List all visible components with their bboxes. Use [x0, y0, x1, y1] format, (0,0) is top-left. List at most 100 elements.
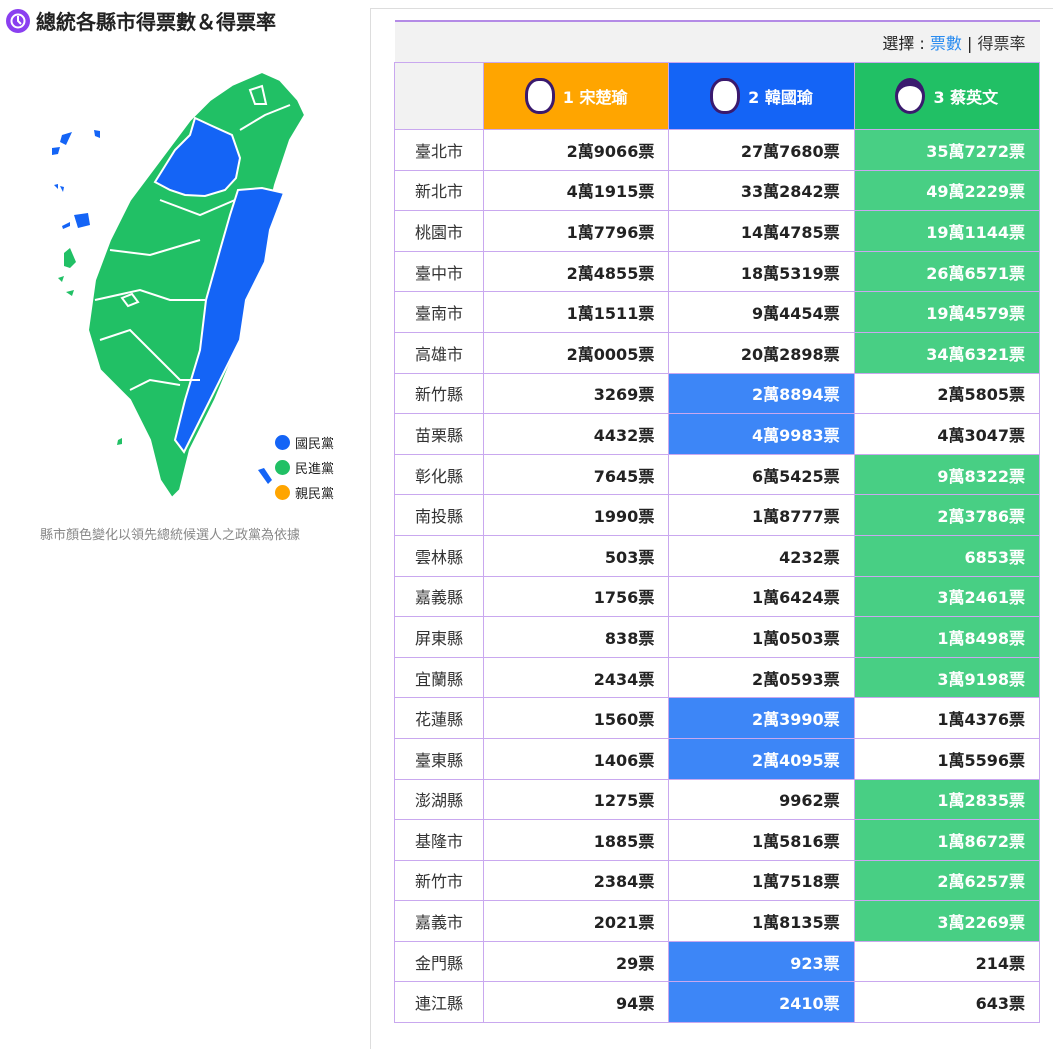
vote-count-cell: 1萬7518票: [668, 859, 855, 902]
county-name: 連江縣: [394, 981, 484, 1024]
rate-toggle[interactable]: 得票率: [977, 34, 1026, 53]
vote-count-cell: 503票: [482, 534, 670, 577]
county-name: 臺中市: [394, 250, 484, 293]
candidate-name: 2 韓國瑜: [748, 88, 813, 107]
county-name: 屏東縣: [394, 616, 484, 658]
results-panel: [370, 8, 1053, 1049]
table-row: 新北市 4萬1915票 33萬2842票 49萬2229票: [394, 169, 1041, 212]
soong-avatar-icon: [524, 78, 555, 114]
selector-separator: |: [967, 34, 973, 53]
vote-count-cell: 2萬0005票: [482, 331, 670, 374]
table-row: 雲林縣 503票 4232票 6853票: [394, 534, 1041, 577]
header-blank: [394, 62, 484, 130]
vote-count-cell: 1756票: [482, 575, 670, 618]
vote-count-cell: 3萬2461票: [853, 575, 1041, 618]
vote-count-cell: 1萬7796票: [482, 210, 670, 252]
vote-count-cell: 2410票: [668, 981, 855, 1024]
county-name: 澎湖縣: [394, 778, 484, 821]
vote-count-cell: 4萬3047票: [853, 413, 1041, 455]
vote-count-cell: 1萬0503票: [668, 616, 855, 658]
vote-count-cell: 3萬9198票: [853, 656, 1041, 699]
vote-count-cell: 7645票: [482, 453, 670, 496]
vote-count-cell: 9萬4454票: [668, 291, 855, 333]
table-row: 連江縣 94票 2410票 643票: [394, 981, 1041, 1024]
legend-dot: [275, 460, 290, 475]
vote-count-cell: 3萬2269票: [853, 900, 1041, 942]
vote-count-cell: 1990票: [482, 494, 670, 536]
tsai-avatar-icon: [895, 78, 926, 114]
vote-count-cell: 34萬6321票: [853, 331, 1041, 374]
county-name: 基隆市: [394, 819, 484, 861]
table-row: 桃園市 1萬7796票 14萬4785票 19萬1144票: [394, 210, 1041, 252]
vote-count-cell: 1萬1511票: [482, 291, 670, 333]
votes-toggle[interactable]: 票數: [929, 34, 962, 53]
table-row: 花蓮縣 1560票 2萬3990票 1萬4376票: [394, 697, 1041, 739]
vote-count-cell: 35萬7272票: [853, 129, 1041, 171]
map-legend: 國民黨 民進黨 親民黨: [275, 430, 334, 505]
vote-count-cell: 1萬5816票: [668, 819, 855, 861]
vote-count-cell: 923票: [668, 940, 855, 983]
vote-count-cell: 33萬2842票: [668, 169, 855, 212]
vote-count-cell: 49萬2229票: [853, 169, 1041, 212]
legend-dot: [275, 485, 290, 500]
legend-dot: [275, 435, 290, 450]
vote-count-cell: 26萬6571票: [853, 250, 1041, 293]
county-name: 雲林縣: [394, 534, 484, 577]
vote-count-cell: 2萬4095票: [668, 737, 855, 780]
vote-count-cell: 29票: [482, 940, 670, 983]
table-row: 臺中市 2萬4855票 18萬5319票 26萬6571票: [394, 250, 1041, 293]
legend-item-dpp: 民進黨: [275, 455, 334, 480]
table-row: 金門縣 29票 923票 214票: [394, 940, 1041, 983]
candidate-header-han: 2 韓國瑜: [668, 62, 855, 130]
legend-item-kmt: 國民黨: [275, 430, 334, 455]
county-name: 新竹市: [394, 859, 484, 902]
vote-count-cell: 838票: [482, 616, 670, 658]
map-note: 縣市顏色變化以領先總統候選人之政黨為依據: [40, 528, 301, 543]
vote-count-cell: 2434票: [482, 656, 670, 699]
vote-count-cell: 643票: [853, 981, 1041, 1024]
map-outlying-islands-green: [58, 248, 122, 445]
vote-count-cell: 27萬7680票: [668, 129, 855, 171]
vote-count-cell: 4萬1915票: [482, 169, 670, 212]
map-island-green: [86, 70, 307, 500]
county-name: 新竹縣: [394, 372, 484, 415]
selector-cell: 選擇 : 票數 | 得票率: [394, 20, 1040, 63]
legend-label: 親民黨: [295, 487, 335, 502]
table-row: 嘉義市 2021票 1萬8135票 3萬2269票: [394, 900, 1041, 942]
table-row: 臺南市 1萬1511票 9萬4454票 19萬4579票: [394, 291, 1041, 333]
county-name: 嘉義市: [394, 900, 484, 942]
vote-count-cell: 19萬1144票: [853, 210, 1041, 252]
vote-count-cell: 1萬8777票: [668, 494, 855, 536]
title-text: 總統各縣市得票數＆得票率: [36, 10, 276, 34]
county-name: 苗栗縣: [394, 413, 484, 455]
table-row: 苗栗縣 4432票 4萬9983票 4萬3047票: [394, 413, 1041, 455]
county-name: 新北市: [394, 169, 484, 212]
table-row: 臺北市 2萬9066票 27萬7680票 35萬7272票: [394, 129, 1041, 171]
table-row: 屏東縣 838票 1萬0503票 1萬8498票: [394, 616, 1041, 658]
county-name: 臺東縣: [394, 737, 484, 780]
vote-count-cell: 1萬2835票: [853, 778, 1041, 821]
vote-count-cell: 4萬9983票: [668, 413, 855, 455]
vote-count-cell: 2萬4855票: [482, 250, 670, 293]
table-row: 宜蘭縣 2434票 2萬0593票 3萬9198票: [394, 656, 1041, 699]
vote-count-cell: 4232票: [668, 534, 855, 577]
vote-count-cell: 1萬8135票: [668, 900, 855, 942]
vote-count-cell: 1275票: [482, 778, 670, 821]
vote-count-cell: 2萬0593票: [668, 656, 855, 699]
vote-count-cell: 1萬5596票: [853, 737, 1041, 780]
table-row: 臺東縣 1406票 2萬4095票 1萬5596票: [394, 737, 1041, 780]
vote-count-cell: 94票: [482, 981, 670, 1024]
county-name: 彰化縣: [394, 453, 484, 496]
vote-count-cell: 1萬8498票: [853, 616, 1041, 658]
vote-count-cell: 1406票: [482, 737, 670, 780]
candidate-header-row: 1 宋楚瑜 2 韓國瑜 3 蔡英文: [394, 62, 1041, 130]
county-name: 臺北市: [394, 129, 484, 171]
vote-count-cell: 2萬9066票: [482, 129, 670, 171]
vote-count-cell: 2021票: [482, 900, 670, 942]
taiwan-map: [52, 70, 307, 500]
section-title: 總統各縣市得票數＆得票率: [6, 6, 276, 35]
vote-count-cell: 2萬3786票: [853, 494, 1041, 536]
county-name: 花蓮縣: [394, 697, 484, 739]
county-name: 南投縣: [394, 494, 484, 536]
candidate-header-tsai: 3 蔡英文: [853, 62, 1041, 130]
